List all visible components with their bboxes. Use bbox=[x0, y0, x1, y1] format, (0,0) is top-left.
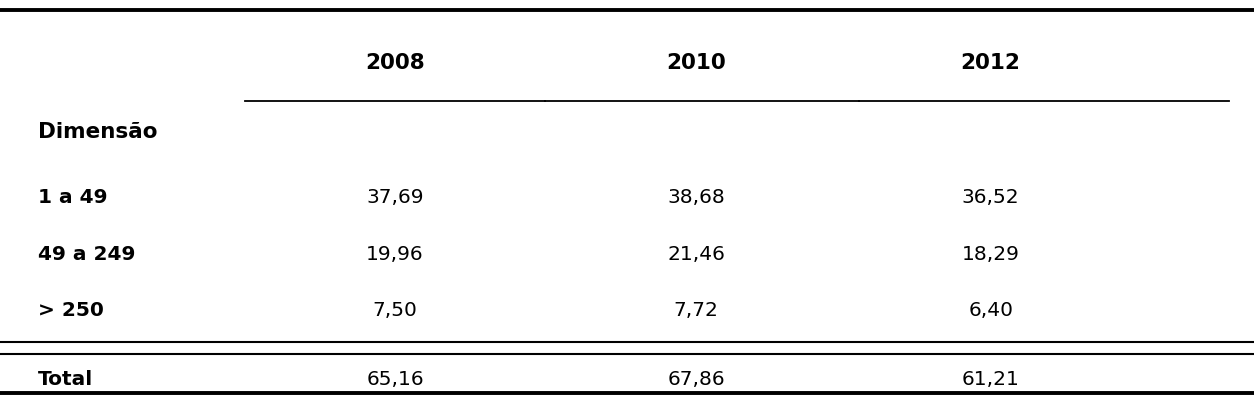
Text: 1 a 49: 1 a 49 bbox=[38, 188, 107, 207]
Text: 2010: 2010 bbox=[666, 53, 726, 73]
Text: 38,68: 38,68 bbox=[667, 188, 725, 207]
Text: 49 a 249: 49 a 249 bbox=[38, 245, 135, 264]
Text: 18,29: 18,29 bbox=[962, 245, 1020, 264]
Text: 2008: 2008 bbox=[365, 53, 425, 73]
Text: 36,52: 36,52 bbox=[962, 188, 1020, 207]
Text: 2012: 2012 bbox=[961, 53, 1021, 73]
Text: 7,72: 7,72 bbox=[673, 301, 719, 320]
Text: 21,46: 21,46 bbox=[667, 245, 725, 264]
Text: Total: Total bbox=[38, 370, 93, 389]
Text: 37,69: 37,69 bbox=[366, 188, 424, 207]
Text: 65,16: 65,16 bbox=[366, 370, 424, 389]
Text: > 250: > 250 bbox=[38, 301, 104, 320]
Text: 6,40: 6,40 bbox=[968, 301, 1013, 320]
Text: 7,50: 7,50 bbox=[372, 301, 418, 320]
Text: Dimensão: Dimensão bbox=[38, 122, 157, 142]
Text: 19,96: 19,96 bbox=[366, 245, 424, 264]
Text: 61,21: 61,21 bbox=[962, 370, 1020, 389]
Text: 67,86: 67,86 bbox=[667, 370, 725, 389]
